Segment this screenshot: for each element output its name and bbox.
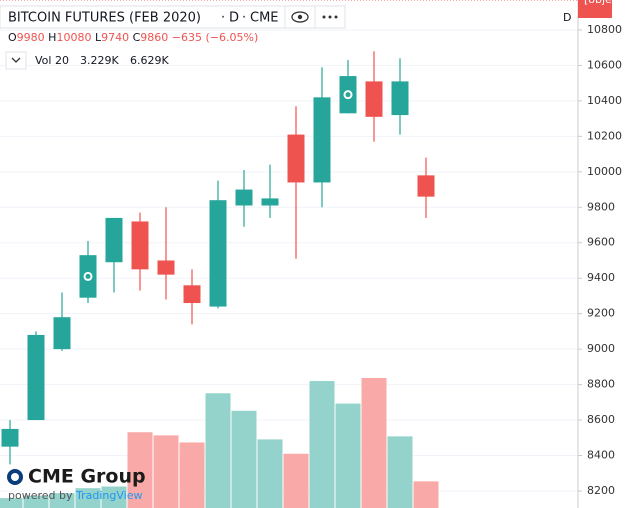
candle-body: [131, 221, 149, 270]
candle-body: [287, 134, 305, 183]
y-tick-label: 9800: [587, 200, 615, 213]
candle-body: [183, 285, 201, 304]
legend-key: L: [95, 31, 102, 44]
interval: D: [229, 11, 239, 26]
candle-body: [157, 260, 175, 275]
logo-text: CME Group: [28, 466, 146, 488]
legend-key: O: [8, 31, 17, 44]
candle-body: [105, 217, 123, 263]
price-axis: [578, 0, 630, 508]
legend-change: −635 (−6.05%): [172, 31, 258, 44]
candle-body: [313, 97, 331, 183]
logo: CME Group powered by TradingView: [7, 466, 146, 502]
last-price-box: [578, 0, 612, 18]
volume-bar: [283, 453, 309, 508]
y-tick-label: 8400: [587, 449, 615, 462]
legend-key: C: [133, 31, 141, 44]
powered-brand: TradingView: [75, 489, 142, 502]
legend-value: 9980: [17, 31, 45, 44]
volume-bar: [0, 498, 23, 508]
y-tick-label: 10400: [587, 94, 622, 107]
volume-bar: [257, 439, 283, 508]
collapse-button[interactable]: [5, 51, 27, 70]
y-tick-label: 10200: [587, 129, 622, 142]
volume-bar: [309, 381, 335, 508]
more-button[interactable]: [314, 5, 346, 29]
y-tick-label: 8600: [587, 413, 615, 426]
candle-body: [365, 81, 383, 117]
last-price-label: [object Object]: [584, 0, 630, 6]
candle-body: [391, 81, 409, 116]
event-marker-dot: [345, 92, 351, 98]
volume-bar: [387, 436, 413, 508]
volume-bar: [335, 403, 361, 508]
volume-bar: [153, 435, 179, 508]
volume-last: 3.229K: [80, 54, 119, 67]
y-tick-label: 9600: [587, 236, 615, 249]
candle-body: [1, 428, 19, 447]
y-tick-label: 8200: [587, 484, 615, 497]
volume-bar: [75, 488, 101, 508]
volume-bar: [179, 442, 205, 508]
y-tick-label: 9200: [587, 307, 615, 320]
ohlc-legend: O9980 H10080 L9740 C9860 −635 (−6.05%): [8, 31, 258, 44]
volume-ma: 6.629K: [130, 54, 169, 67]
legend-value: 10080: [56, 31, 91, 44]
symbol-title: BITCOIN FUTURES (FEB 2020): [8, 11, 201, 26]
event-marker-dot: [85, 273, 91, 279]
volume-bar: [361, 378, 387, 508]
separator: ·: [221, 11, 225, 26]
legend-value: 9860: [140, 31, 168, 44]
eye-button[interactable]: [284, 5, 316, 29]
separator: ·: [242, 11, 246, 26]
candle-body: [235, 189, 253, 206]
volume-bar: [101, 486, 127, 508]
exchange: CME: [250, 11, 279, 26]
y-tick-label: 8800: [587, 378, 615, 391]
y-tick-label: 9000: [587, 342, 615, 355]
powered-by: powered by: [8, 489, 73, 502]
volume-bar: [205, 393, 231, 508]
volume-bar: [413, 481, 439, 508]
y-tick-label: 9400: [587, 271, 615, 284]
volume-label: Vol 20: [35, 54, 69, 67]
y-tick-label: 10000: [587, 165, 622, 178]
legend-key: H: [48, 31, 56, 44]
y-tick-label: 10800: [587, 23, 622, 36]
legend-value: 9740: [101, 31, 129, 44]
candle-body: [417, 175, 435, 197]
volume-bar: [49, 493, 75, 508]
candle-body: [209, 200, 227, 307]
candle-body: [53, 317, 71, 350]
volume-bar: [23, 495, 49, 508]
candle-body: [27, 334, 45, 421]
corner-label: D: [563, 11, 571, 24]
candle-body: [261, 198, 279, 206]
volume-bar: [127, 432, 153, 508]
y-tick-label: 10600: [587, 58, 622, 71]
volume-bar: [231, 410, 257, 508]
